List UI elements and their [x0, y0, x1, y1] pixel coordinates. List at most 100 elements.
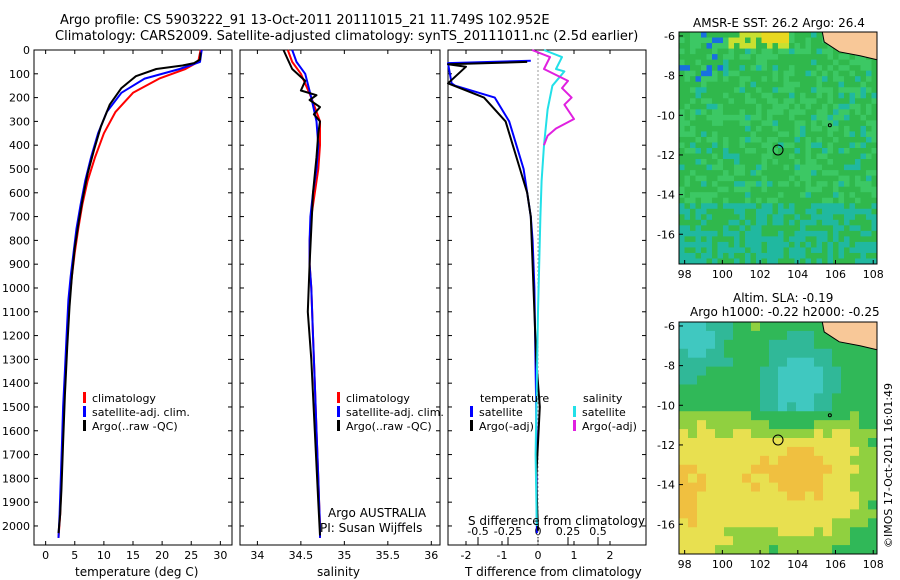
map-cell — [871, 247, 878, 254]
map-cell — [844, 252, 850, 259]
map-cell — [772, 225, 779, 232]
map-cell — [789, 208, 795, 215]
map-cell — [756, 81, 762, 88]
map-cell — [723, 164, 729, 171]
map-cell — [745, 192, 751, 199]
map-cell — [822, 214, 828, 221]
series-line-climatology — [57, 49, 202, 538]
map-cell — [706, 509, 716, 519]
map-cell — [684, 43, 691, 50]
map-cell — [778, 181, 784, 188]
map-cell — [724, 357, 734, 368]
map-cell — [684, 203, 691, 210]
map-cell — [751, 384, 761, 394]
map-cell — [772, 241, 779, 248]
map-cell — [814, 357, 824, 368]
map-cell — [823, 429, 833, 439]
map-cell — [733, 482, 743, 493]
map-cell — [690, 136, 696, 143]
map-cell — [814, 455, 824, 466]
map-cell — [841, 518, 851, 528]
map-cell — [778, 330, 788, 341]
map-cell — [772, 120, 779, 127]
map-cell — [850, 482, 860, 493]
map-cell — [739, 170, 746, 177]
map-cell — [794, 76, 801, 83]
map-cell — [712, 203, 718, 210]
map-cell — [844, 125, 850, 132]
map-cell — [841, 446, 851, 457]
map-cell — [761, 159, 768, 166]
map-cell — [688, 446, 698, 457]
map-cell — [761, 208, 768, 215]
map-cell — [769, 509, 779, 519]
map-cell — [811, 120, 817, 127]
map-cell — [849, 164, 856, 171]
map-cell — [838, 120, 845, 127]
map-cell — [745, 252, 751, 259]
map-frame — [678, 31, 878, 265]
map-cell — [789, 54, 795, 61]
map-cell — [772, 65, 779, 72]
map-cell — [855, 175, 861, 182]
map-cell — [866, 236, 872, 243]
map-cell — [679, 197, 685, 204]
map-cell — [697, 438, 707, 448]
map-cell — [728, 98, 735, 105]
map-cell — [706, 241, 713, 248]
map-cell — [850, 509, 860, 519]
series-line-salinity-argo-adj- — [531, 49, 575, 146]
map-cell — [706, 98, 713, 105]
map-cell — [761, 153, 768, 160]
map-cell — [734, 70, 740, 77]
map-cell — [679, 258, 685, 265]
map-cell — [690, 109, 696, 116]
map-cell — [724, 464, 734, 475]
map-cell — [760, 536, 770, 546]
map-cell — [816, 92, 823, 99]
map-cell — [778, 54, 784, 61]
map-cell — [760, 339, 770, 350]
map-cell — [739, 142, 746, 149]
header-line-2: Climatology: CARS2009. Satellite-adjuste… — [55, 29, 639, 44]
map-cell — [778, 393, 788, 403]
map-cell — [822, 148, 828, 155]
map-cell — [679, 148, 685, 155]
map-cell — [739, 203, 746, 210]
map-cell — [800, 170, 806, 177]
map-cell — [868, 500, 878, 510]
map-cell — [717, 170, 724, 177]
map-cell — [822, 175, 828, 182]
map-cell — [760, 545, 770, 555]
map-cell — [772, 32, 779, 39]
map-cell — [739, 48, 746, 55]
map-cell — [844, 103, 850, 110]
map-cell — [717, 252, 724, 259]
map-cell — [745, 43, 751, 50]
map-cell — [823, 518, 833, 528]
map-cell — [794, 197, 801, 204]
map-cell — [706, 366, 716, 377]
map-cell — [690, 159, 696, 166]
map-cell — [849, 219, 856, 226]
map-cell — [717, 109, 724, 116]
map-cell — [724, 322, 734, 332]
map-cell — [814, 473, 824, 484]
map-cell — [745, 214, 751, 221]
y-tick-label: 1000 — [2, 282, 30, 295]
map-cell — [715, 482, 725, 493]
map-cell — [723, 214, 729, 221]
map-cell — [855, 192, 861, 199]
map-cell — [695, 98, 702, 105]
map-cell — [860, 87, 867, 94]
map-cell — [742, 491, 752, 501]
map-cell — [805, 482, 815, 493]
map-cell — [832, 375, 842, 385]
map-cell — [860, 197, 867, 204]
map-cell — [742, 330, 752, 341]
map-cell — [838, 164, 845, 171]
map-cell — [751, 411, 761, 421]
map-cell — [822, 54, 828, 61]
map-cell — [679, 330, 689, 341]
map-cell — [742, 348, 752, 359]
